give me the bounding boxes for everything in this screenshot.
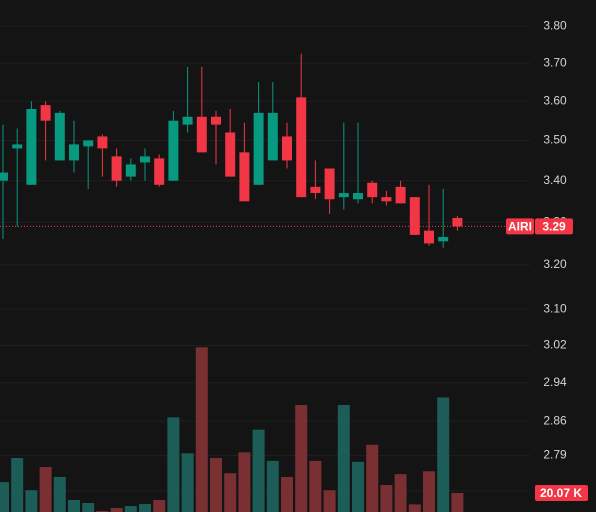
volume-label-box: [535, 485, 588, 502]
y-tick-label: 3.20: [543, 257, 567, 271]
candle-body: [296, 97, 307, 198]
volume-bar: [451, 493, 464, 512]
volume-bar: [366, 444, 379, 512]
candle-body: [196, 116, 207, 153]
candle-body: [54, 112, 65, 161]
candle-body: [211, 116, 221, 125]
volume-bar: [195, 347, 208, 512]
candles: [0, 53, 506, 248]
y-tick-label: 2.86: [543, 413, 567, 427]
candle-body: [253, 112, 264, 185]
candle-body: [125, 164, 136, 177]
volume-bar: [210, 458, 222, 512]
volume-bar: [408, 504, 421, 512]
volume-bar: [323, 490, 336, 512]
volume-bar: [380, 485, 393, 512]
candle-body: [409, 197, 420, 235]
y-tick-label: 3.02: [543, 338, 567, 352]
candle-body: [111, 156, 122, 181]
price-axis: 3.803.703.603.503.403.303.203.103.022.94…: [543, 18, 567, 497]
symbol-label: AIRI: [508, 220, 532, 234]
candle-body: [324, 168, 335, 200]
candle-body: [395, 186, 406, 204]
volume-bar: [167, 417, 180, 512]
volume-bar: [68, 499, 80, 512]
candle-body: [83, 140, 94, 147]
candle-body: [310, 186, 321, 194]
volume-bar: [309, 460, 322, 512]
y-tick-label: 2.79: [543, 448, 567, 462]
candle-body: [239, 152, 250, 202]
y-tick-label: 3.60: [543, 93, 567, 107]
volume-bar: [238, 452, 251, 512]
volume-bar: [153, 499, 166, 512]
volume-bar: [423, 471, 435, 512]
y-tick-label: 3.80: [543, 18, 567, 32]
volume-bar: [124, 506, 137, 512]
volume-bar: [224, 473, 237, 512]
candle-body: [154, 158, 165, 185]
volume-bar: [11, 458, 24, 512]
candle-body: [97, 136, 108, 149]
candle-body: [140, 156, 150, 163]
volume-bar: [0, 482, 9, 512]
y-tick-label: 3.40: [543, 173, 567, 187]
candle-body: [452, 217, 463, 227]
volume-bar: [82, 503, 95, 512]
candle-body: [267, 112, 278, 161]
symbol-label-box: [506, 218, 534, 235]
volume-bar: [295, 405, 308, 512]
candle-body: [282, 136, 292, 161]
candle-body: [40, 105, 51, 121]
candle-body: [69, 144, 79, 161]
volume-bar: [337, 405, 350, 512]
volume-bar: [181, 453, 194, 512]
price-label: 3.29: [542, 220, 566, 234]
volume-bar: [139, 504, 151, 512]
y-tick-label: 3.10: [543, 301, 567, 315]
volume-bar: [53, 476, 66, 512]
volume-bar: [110, 508, 123, 512]
y-tick-label: 2.94: [543, 375, 567, 389]
volume-bar: [39, 467, 52, 512]
volume-bar: [252, 429, 265, 512]
volume-bar: [437, 397, 450, 512]
volume-bar: [266, 460, 279, 512]
candle-body: [225, 132, 236, 177]
y-tick-label: 3.70: [543, 55, 567, 69]
volume-bar: [352, 461, 364, 512]
volume-bar: [394, 474, 407, 512]
candle-body: [338, 193, 349, 198]
price-labels: AIRI 3.29 20.07 K: [506, 218, 588, 502]
volume-pane: [0, 347, 464, 512]
candle-body: [12, 144, 23, 149]
price-label-box: [535, 218, 573, 235]
candle-body: [367, 182, 378, 198]
candle-body: [26, 108, 37, 185]
volume-bar: [281, 476, 293, 512]
candle-body: [0, 172, 8, 181]
candle-body: [424, 230, 434, 244]
candle-body: [182, 116, 193, 125]
candle-body: [381, 197, 392, 202]
candle-body: [353, 193, 363, 200]
y-tick-label: 3.50: [543, 133, 567, 147]
candle-body: [438, 237, 449, 242]
volume-label: 20.07 K: [540, 486, 582, 500]
volume-bar: [25, 490, 38, 512]
candle-body: [168, 120, 179, 181]
